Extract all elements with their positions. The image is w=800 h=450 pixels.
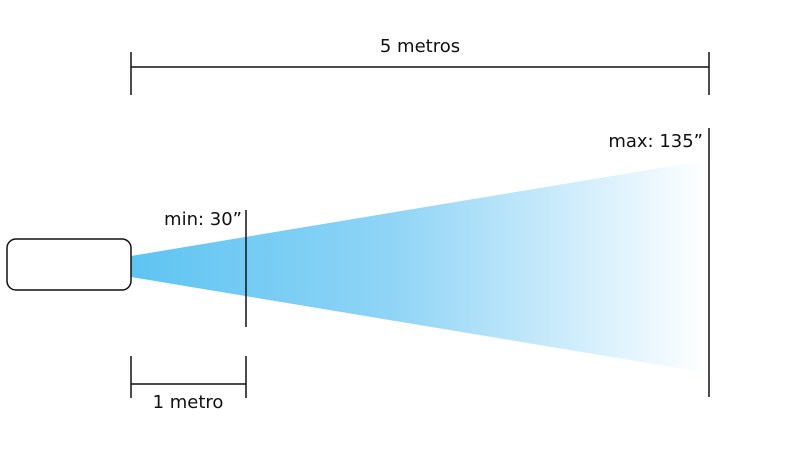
total-dimension: 5 metros [130, 36, 710, 95]
near-dimension: 1 metro [130, 356, 247, 413]
screen-label: max: 135” [608, 131, 703, 152]
dimension-label: 1 metro [153, 392, 224, 413]
dimension-label: 5 metros [380, 36, 460, 57]
projector [6, 238, 132, 291]
screen-label: min: 30” [164, 209, 242, 230]
min-screen: min: 30” [164, 209, 247, 327]
light-beam [131, 160, 708, 373]
max-screen: max: 135” [608, 128, 710, 397]
